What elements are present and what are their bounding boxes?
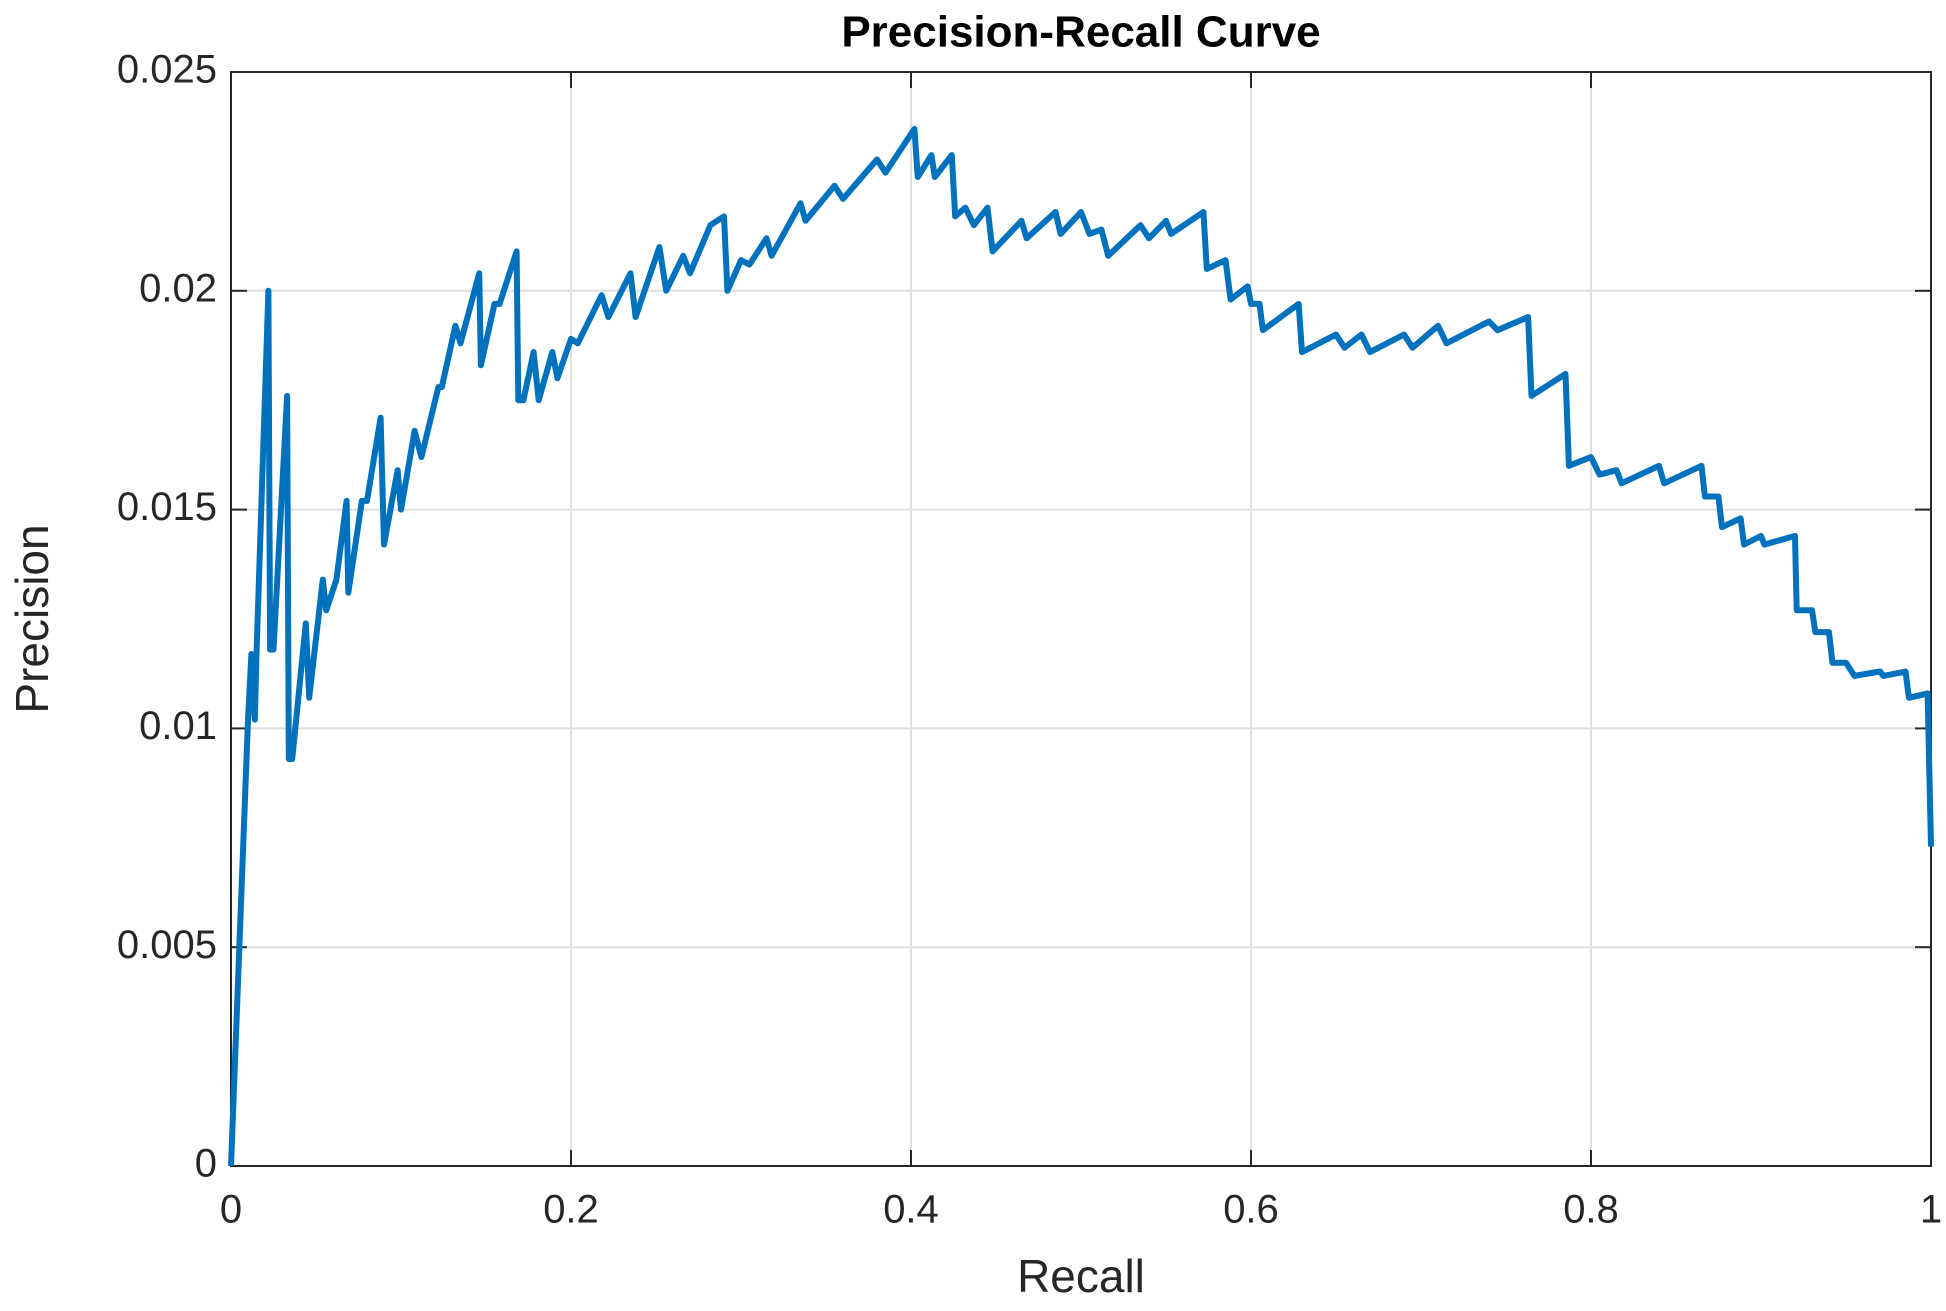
y-tick-label: 0.025	[117, 48, 217, 92]
x-tick-label: 0.2	[543, 1188, 599, 1232]
plot-area	[231, 72, 1931, 1166]
x-tick-label: 0.8	[1563, 1188, 1619, 1232]
y-tick-label: 0.005	[117, 923, 217, 967]
y-axis-label: Precision	[6, 524, 58, 713]
chart-title: Precision-Recall Curve	[841, 8, 1320, 57]
x-tick-label: 0.4	[883, 1188, 939, 1232]
pr-curve	[228, 125, 1934, 1167]
y-tick-label: 0.01	[139, 704, 217, 748]
x-tick-label: 0	[220, 1188, 242, 1232]
y-tick-label: 0.02	[139, 266, 217, 310]
x-tick-label: 0.6	[1223, 1188, 1279, 1232]
axes-box	[230, 71, 1932, 1167]
x-tick-label: 1	[1920, 1188, 1942, 1232]
y-tick-label: 0.015	[117, 485, 217, 529]
y-tick-label: 0	[195, 1142, 217, 1186]
x-axis-label: Recall	[1017, 1250, 1145, 1302]
